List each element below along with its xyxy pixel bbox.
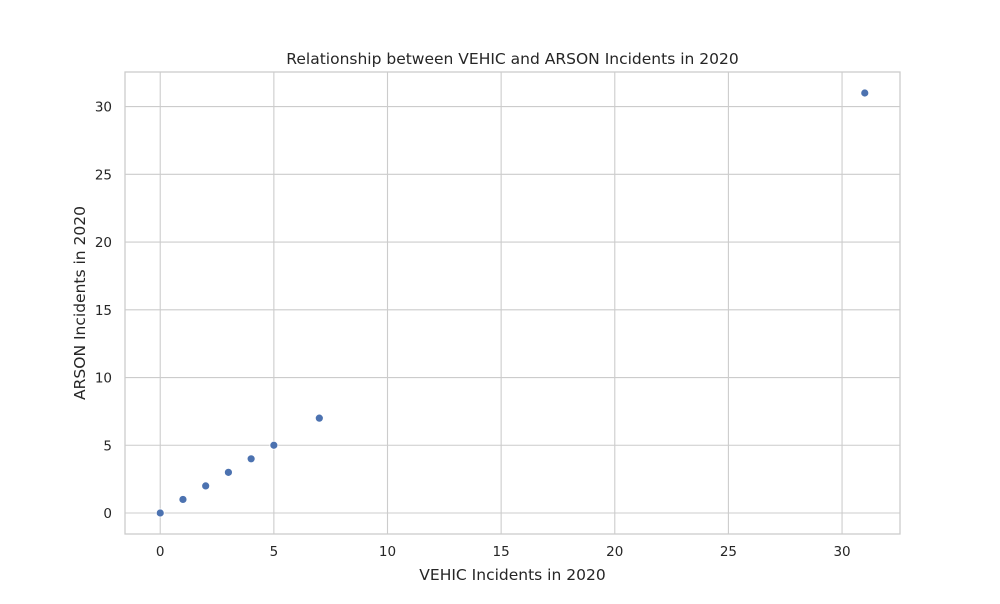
x-tick-label: 25 xyxy=(720,544,737,560)
x-tick-label: 30 xyxy=(833,544,850,560)
y-tick-label: 25 xyxy=(95,167,112,183)
y-tick-label: 30 xyxy=(95,100,112,116)
tick-label-layer: 0 5 10 15 20 25 30 0 5 10 15 20 25 30 xyxy=(95,100,851,560)
x-axis-label: VEHIC Incidents in 2020 xyxy=(419,566,605,584)
y-tick-label: 20 xyxy=(95,235,112,251)
data-point xyxy=(860,88,870,98)
x-tick-label: 0 xyxy=(156,544,165,560)
data-point xyxy=(269,440,279,450)
data-point xyxy=(314,413,324,423)
y-tick-label: 10 xyxy=(95,371,112,387)
y-axis-label: ARSON Incidents in 2020 xyxy=(71,206,89,400)
y-tick-label: 5 xyxy=(103,438,112,454)
data-point xyxy=(246,454,256,464)
data-point xyxy=(224,467,233,477)
data-point-layer xyxy=(155,88,870,518)
chart-title: Relationship between VEHIC and ARSON Inc… xyxy=(286,50,738,68)
y-tick-label: 0 xyxy=(103,506,112,522)
data-point xyxy=(155,508,165,518)
y-tick-label: 15 xyxy=(95,303,112,319)
x-tick-label: 15 xyxy=(493,544,510,560)
data-point xyxy=(178,495,188,504)
x-tick-label: 20 xyxy=(606,544,623,560)
data-point xyxy=(201,481,211,491)
plot-frame xyxy=(124,71,901,535)
grid-layer xyxy=(125,72,900,534)
x-tick-label: 5 xyxy=(270,544,279,560)
x-tick-label: 10 xyxy=(379,544,396,560)
